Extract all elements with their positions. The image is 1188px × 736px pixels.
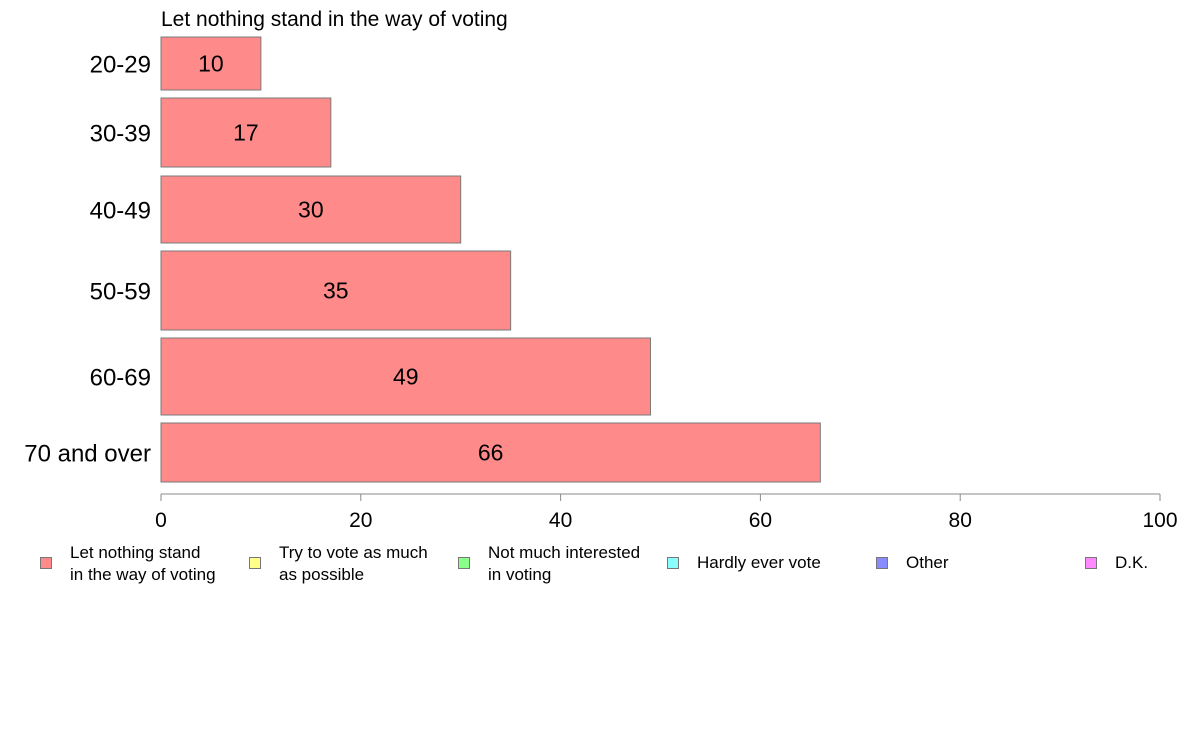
x-tick-label: 60 <box>749 509 772 532</box>
category-label: 40-49 <box>90 198 151 225</box>
bar-value-label: 35 <box>323 278 349 304</box>
category-label: 60-69 <box>90 365 151 392</box>
category-label: 50-59 <box>90 279 151 306</box>
legend-item: Hardly ever vote <box>667 542 821 574</box>
x-tick-label: 0 <box>155 509 167 532</box>
bar-20-29 <box>160 36 262 91</box>
bar-value-label: 10 <box>198 51 224 77</box>
x-tick-label: 40 <box>549 509 572 532</box>
legend-swatch <box>667 557 679 569</box>
legend: Let nothing stand in the way of voting Tr… <box>0 542 1188 592</box>
legend-label: D.K. <box>1115 553 1149 572</box>
legend-item: Other <box>876 542 949 574</box>
bar-50-59 <box>160 250 512 331</box>
x-tick-label: 100 <box>1142 509 1177 532</box>
x-tick-label: 80 <box>949 509 972 532</box>
legend-swatch <box>249 557 261 569</box>
chart-title: Let nothing stand in the way of voting <box>161 8 508 31</box>
legend-swatch <box>1085 557 1097 569</box>
legend-item: Try to vote as much as possible <box>249 542 428 586</box>
bar-40-49 <box>160 175 462 244</box>
bar-value-label: 17 <box>233 120 259 146</box>
legend-swatch <box>876 557 888 569</box>
x-tick-label: 20 <box>349 509 372 532</box>
legend-label: Hardly ever vote <box>697 553 821 572</box>
legend-item: Not much interested in voting <box>458 542 640 586</box>
bar-30-39 <box>160 97 332 168</box>
legend-label: Try to vote as much as possible <box>279 543 428 584</box>
legend-item: D.K. <box>1085 542 1148 574</box>
bar-value-label: 30 <box>298 197 324 223</box>
legend-swatch <box>40 557 52 569</box>
bar-value-label: 66 <box>478 440 504 466</box>
category-label: 70 and over <box>24 441 151 468</box>
bar-value-label: 49 <box>393 364 419 390</box>
legend-label: Not much interested in voting <box>488 543 641 584</box>
bar-70-and-over <box>160 422 821 483</box>
bar-60-69 <box>160 337 652 416</box>
legend-item: Let nothing stand in the way of voting <box>40 542 216 586</box>
category-label: 30-39 <box>90 121 151 148</box>
legend-label: Let nothing stand in the way of voting <box>70 543 216 584</box>
legend-swatch <box>458 557 470 569</box>
category-label: 20-29 <box>90 52 151 79</box>
legend-label: Other <box>906 553 949 572</box>
